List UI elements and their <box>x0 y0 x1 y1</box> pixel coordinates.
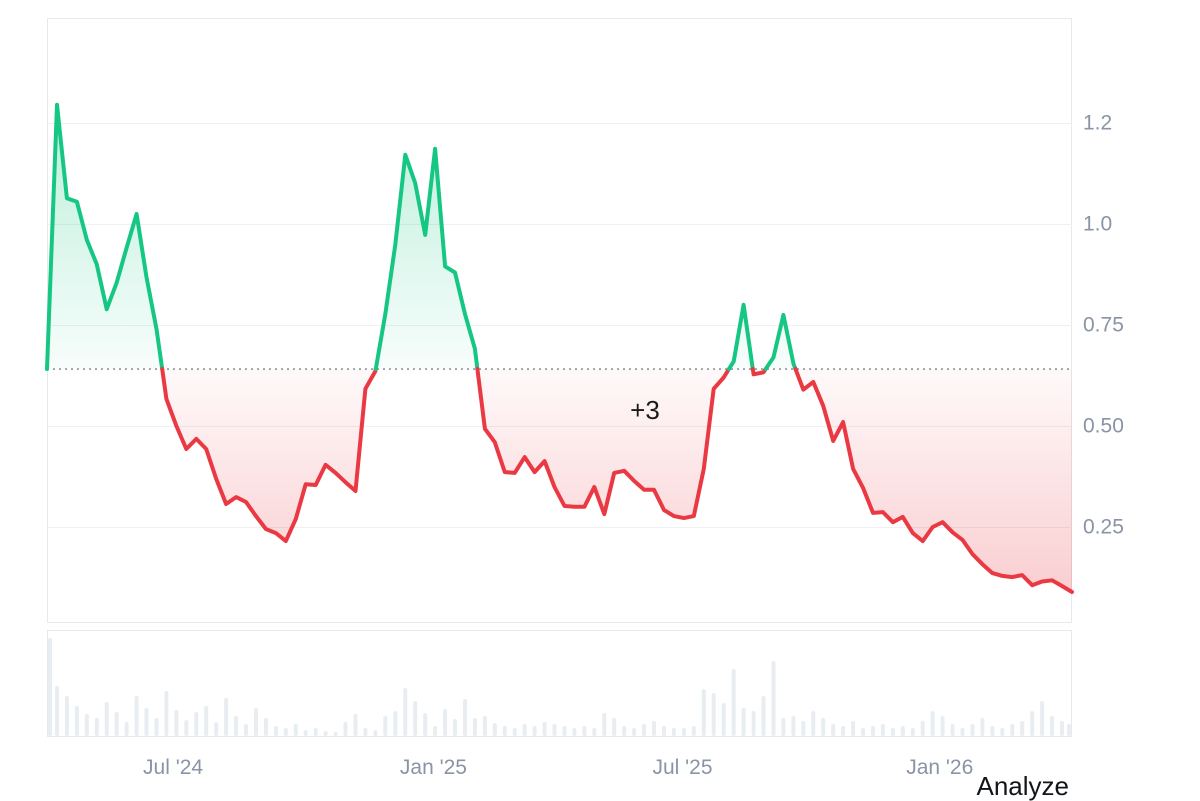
annotation-plus3: +3 <box>630 395 660 425</box>
price-line <box>45 102 1074 594</box>
x-tick-label: Jul '25 <box>652 756 713 779</box>
x-tick-label: Jul '24 <box>143 756 204 779</box>
y-tick-label: 1.2 <box>1083 111 1113 135</box>
area-fills <box>47 104 1072 592</box>
analyze-button[interactable]: Analyze <box>976 771 1070 801</box>
y-tick-label: 0.75 <box>1083 313 1124 337</box>
x-tick-label: Jan '26 <box>906 756 974 779</box>
x-tick-label: Jan '25 <box>399 756 467 779</box>
y-tick-label: 0.50 <box>1083 414 1124 438</box>
y-tick-label: 0.25 <box>1083 515 1124 539</box>
volume-bars <box>48 638 1071 736</box>
y-tick-label: 1.0 <box>1083 212 1113 236</box>
